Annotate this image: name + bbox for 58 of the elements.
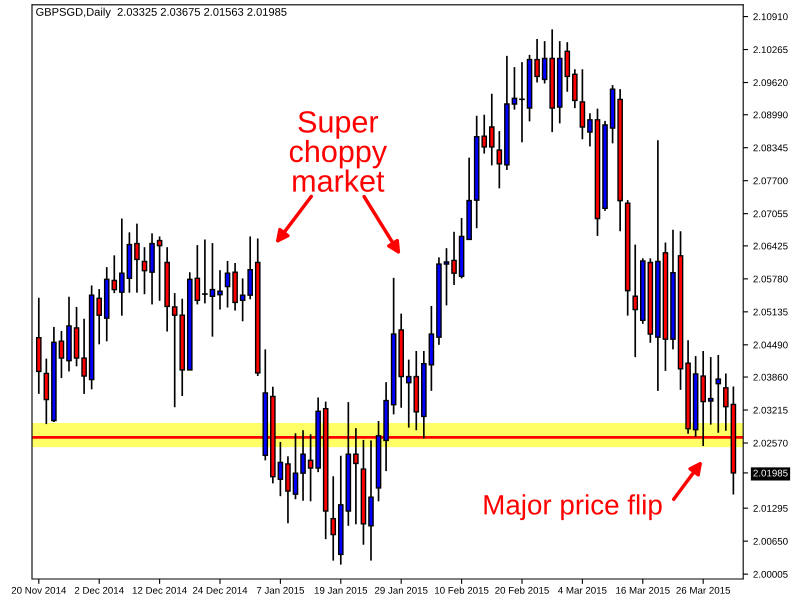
y-tick-label: 2.10910 (753, 13, 788, 20)
candlestick (330, 475, 336, 562)
candlestick (202, 238, 208, 304)
x-tick-label: 24 Dec 2014 (192, 586, 248, 594)
y-tick-label: 2.05135 (753, 308, 788, 316)
x-tick-label: 10 Feb 2015 (435, 586, 488, 594)
y-tick-label: 2.03215 (753, 406, 788, 414)
candlestick (96, 288, 102, 346)
y-tick-label: 2.04490 (753, 342, 788, 348)
y-tick-label: 2.02570 (753, 440, 788, 447)
x-tick-label: 20 Nov 2014 (12, 586, 66, 594)
candlestick (723, 372, 729, 432)
x-tick-label: 19 Jan 2015 (314, 586, 368, 594)
candlestick (632, 244, 638, 358)
candlestick (156, 236, 162, 302)
y-tick-label: 2.01985 (753, 470, 788, 477)
candlestick (496, 130, 502, 190)
x-tick-label: 4 Mar 2015 (558, 586, 607, 594)
y-tick-label: 2.05780 (753, 276, 788, 282)
candlestick (278, 441, 284, 498)
candlestick (708, 356, 714, 426)
candlestick (194, 244, 200, 306)
candlestick (715, 354, 722, 434)
candlestick (542, 40, 548, 84)
candlestick (406, 358, 412, 428)
candlestick (481, 114, 488, 154)
x-tick-label: 12 Dec 2014 (132, 586, 187, 594)
y-tick-label: 2.00650 (753, 538, 788, 545)
candlestick (512, 66, 518, 110)
chart-title: GBPSGD,Daily 2.03325 2.03675 2.01563 2.01985 (36, 8, 287, 18)
y-tick-label: 2.07700 (753, 177, 788, 184)
y-tick-label: 2.06425 (753, 242, 788, 250)
candlestick (224, 260, 230, 308)
x-tick-label: 29 Jan 2015 (374, 586, 428, 594)
x-tick-label: 7 Jan 2015 (256, 586, 304, 594)
candlestick (81, 318, 87, 395)
x-tick-label: 2 Dec 2014 (74, 586, 124, 594)
candlestick (134, 222, 140, 294)
candlestick (111, 254, 118, 294)
y-tick-label: 2.09620 (753, 79, 788, 86)
candlestick (488, 92, 495, 166)
y-tick-label: 2.08345 (753, 144, 788, 152)
y-tick-label: 2.08990 (753, 111, 788, 118)
x-tick-label: 16 Mar 2015 (616, 586, 670, 594)
annotation: Super choppy market (290, 111, 388, 192)
candlestick (240, 278, 246, 322)
candlestick (534, 38, 540, 84)
candlestick (172, 292, 178, 408)
y-tick-label: 2.00005 (753, 570, 788, 578)
annotation: Major price flip (484, 494, 662, 520)
y-tick-label: 2.10265 (753, 46, 788, 54)
candlestick (587, 112, 593, 148)
x-tick-label: 20 Feb 2015 (495, 586, 549, 594)
y-tick-label: 2.03860 (753, 374, 788, 381)
candlestick (119, 218, 125, 317)
x-tick-label: 26 Mar 2015 (676, 586, 730, 594)
y-tick-label: 2.01295 (753, 504, 788, 512)
y-tick-label: 2.07055 (753, 210, 788, 218)
